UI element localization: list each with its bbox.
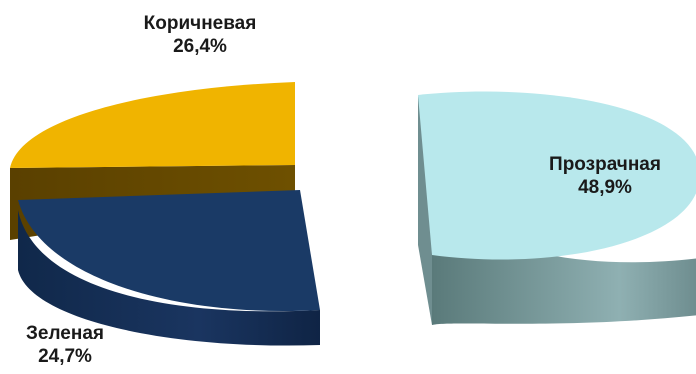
label-brown-name: Коричневая (143, 13, 257, 34)
pie-slice-green (18, 190, 320, 346)
pie-slice-clear-top (418, 91, 696, 260)
label-green-value: 24,7% (38, 346, 92, 367)
label-brown: Коричневая 26,4% (110, 12, 290, 58)
label-clear-name: Прозрачная (549, 154, 661, 175)
pie-slice-clear (418, 91, 696, 325)
pie-slice-clear-side (432, 170, 696, 325)
pie-slice-green-side (18, 210, 320, 346)
label-green: Зеленая 24,7% (0, 322, 130, 368)
pie-slice-green-top (18, 190, 320, 312)
pie-slice-brown-top (10, 82, 295, 168)
label-green-name: Зеленая (26, 323, 104, 344)
label-clear: Прозрачная 48,9% (525, 153, 685, 199)
label-clear-value: 48,9% (578, 177, 632, 198)
label-brown-value: 26,4% (173, 36, 227, 57)
